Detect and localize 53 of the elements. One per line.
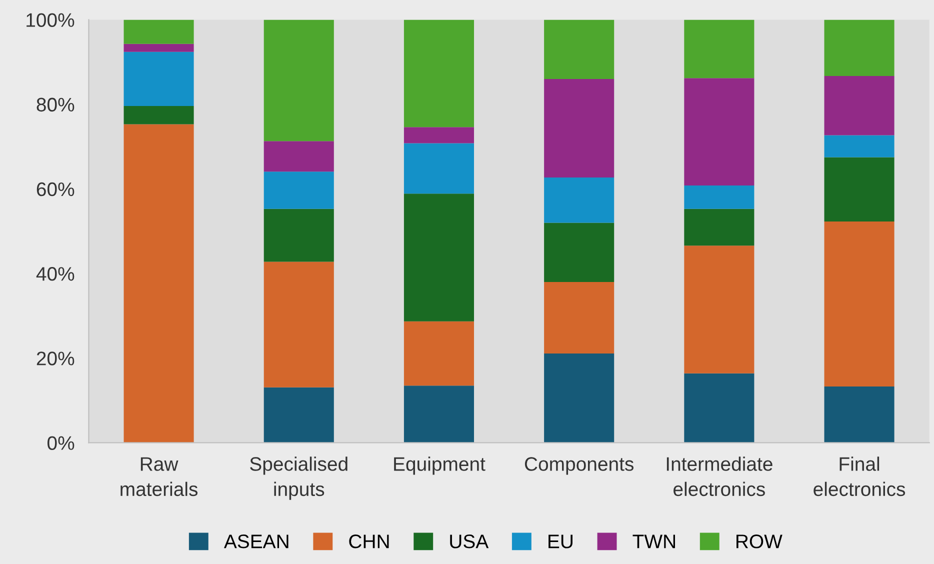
bar [404,20,474,128]
legend-label: CHN [349,534,389,548]
bar [824,222,894,386]
y-tick-label: 60% [36,182,74,196]
bar [824,135,894,158]
x-tick-label: Final electronics [814,456,906,496]
bar [124,20,194,44]
bar [264,262,334,388]
y-tick-label: 20% [36,352,74,366]
bar [824,386,894,443]
bar [404,321,474,386]
x-tick-label: Intermediate electronics [666,456,772,496]
bar [124,44,194,52]
bar [824,76,894,136]
bar [684,373,754,443]
bar [684,208,754,246]
bar [264,141,334,172]
bar [404,386,474,443]
y-tick-label: 80% [36,98,74,112]
x-tick-label: Equipment [394,456,486,475]
bar [404,127,474,144]
legend-label: ASEAN [224,534,288,548]
x-tick-label: Raw materials [120,457,198,496]
bar [824,20,894,76]
bar [544,353,614,443]
x-tick-label: Components [524,457,634,475]
x-tick-label: Specialised inputs [250,456,348,500]
bar [404,194,474,322]
y-tick-label: 0% [47,436,74,450]
legend-label: USA [450,534,489,548]
bar [124,106,194,124]
bar [124,52,194,106]
legend-label: ROW [736,534,782,548]
bar [824,157,894,222]
bar [684,78,754,186]
bar [684,246,754,374]
bar [544,178,614,223]
bar [544,20,614,79]
bar [264,208,334,262]
y-tick-label: 100% [26,13,74,27]
y-tick-label: 40% [36,267,74,281]
bar [544,282,614,354]
bar [684,20,754,78]
bar [264,20,334,142]
legend-label: EU [548,534,572,548]
bar [264,387,334,443]
legend-label: TWN [632,534,675,548]
bar [404,143,474,194]
bar [544,222,614,282]
bar [264,172,334,209]
bar [124,124,194,443]
bar [544,78,614,178]
bar [684,186,754,209]
